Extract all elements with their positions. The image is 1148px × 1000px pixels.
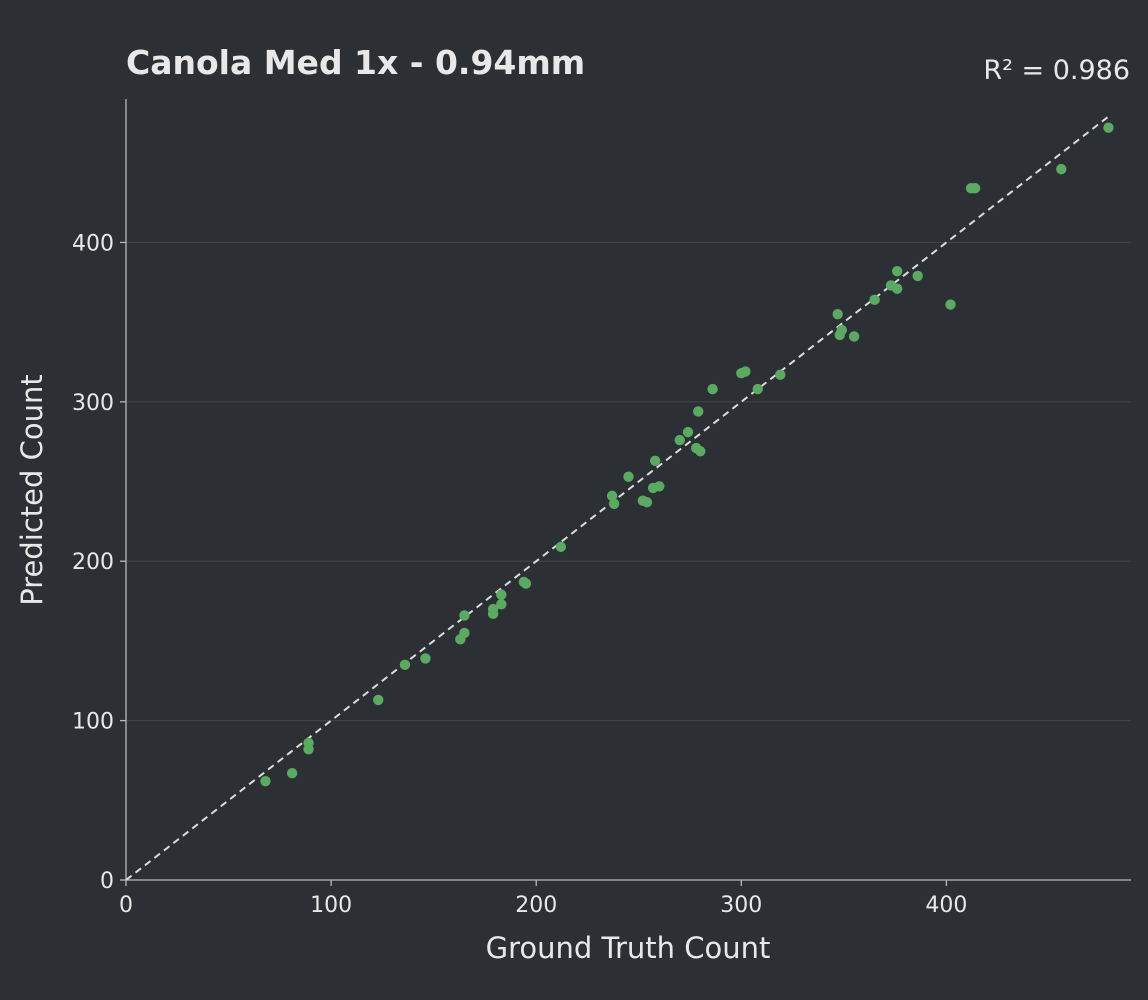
data-point: [969, 183, 981, 194]
y-tick-label: 100: [72, 710, 114, 735]
data-point: [260, 775, 271, 787]
data-point: [459, 610, 470, 621]
data-point: [303, 737, 314, 749]
data-point: [606, 490, 618, 502]
y-tick-label: 200: [72, 550, 114, 575]
data-point: [1056, 163, 1067, 175]
data-point: [945, 299, 956, 310]
data-point: [1103, 122, 1114, 133]
data-point: [682, 426, 694, 438]
y-tick-label: 400: [72, 231, 114, 256]
y-axis-label: Predicted Count: [15, 374, 49, 605]
data-point: [740, 366, 751, 377]
data-point: [459, 627, 470, 639]
data-point: [373, 694, 384, 706]
data-point: [752, 383, 763, 395]
y-tick-label: 0: [100, 869, 114, 894]
x-tick-label: 0: [119, 893, 133, 918]
data-point: [555, 541, 567, 553]
x-tick-label: 400: [925, 893, 967, 918]
x-tick-label: 300: [720, 893, 762, 918]
data-point: [891, 283, 903, 294]
data-point: [695, 446, 706, 457]
data-point: [399, 659, 411, 671]
grid-lines: [126, 241, 1131, 722]
data-point: [693, 406, 704, 417]
data-point: [623, 471, 634, 482]
data-points: [260, 122, 1114, 787]
data-point: [836, 324, 848, 336]
data-point: [487, 603, 499, 615]
identity-line-group: [125, 114, 1112, 881]
data-point: [848, 331, 860, 342]
data-point: [912, 270, 923, 282]
data-point: [832, 308, 843, 320]
data-point: [869, 294, 880, 306]
identity-line: [125, 114, 1112, 881]
data-point: [775, 369, 786, 380]
data-point: [286, 768, 298, 779]
x-tick-label: 100: [310, 893, 352, 918]
data-point: [520, 578, 532, 589]
data-point: [707, 383, 718, 395]
axes: 0 100 200 300 400 0 100 200 300 400: [72, 99, 1131, 918]
data-point: [649, 455, 661, 467]
y-tick-label: 300: [72, 391, 114, 416]
data-point: [496, 599, 507, 610]
r-squared-annotation: R² = 0.986: [983, 55, 1130, 86]
data-point: [496, 589, 507, 600]
data-point: [641, 497, 653, 508]
data-point: [891, 265, 903, 277]
data-point: [674, 434, 685, 446]
chart-title: Canola Med 1x - 0.94mm: [126, 43, 585, 82]
x-tick-label: 200: [515, 893, 557, 918]
data-point: [420, 653, 431, 664]
data-point: [608, 498, 620, 510]
data-point: [654, 481, 665, 492]
x-axis-label: Ground Truth Count: [486, 931, 771, 965]
